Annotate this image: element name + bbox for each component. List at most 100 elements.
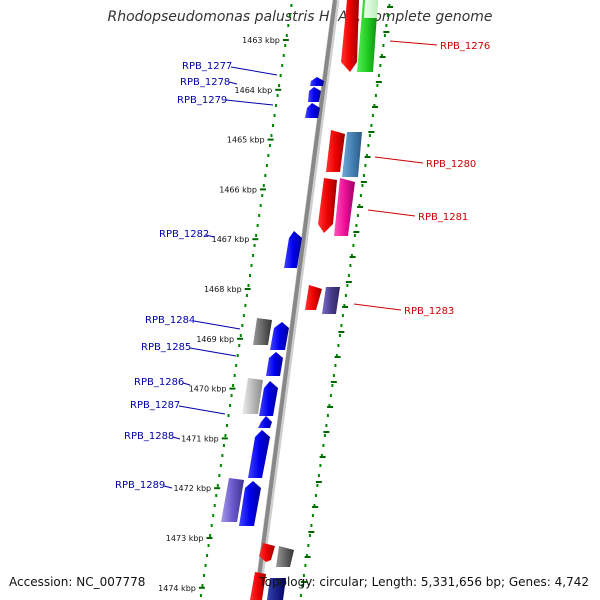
gene-rpb-1289[interactable] xyxy=(239,481,261,526)
tick-dot xyxy=(276,94,279,97)
label-rpb-1289[interactable]: RPB_1289 xyxy=(115,480,165,491)
tick-dot xyxy=(362,174,365,177)
tick-dot xyxy=(285,34,288,37)
tick-dot xyxy=(380,54,383,57)
tick-dot xyxy=(323,434,326,437)
tick-dot xyxy=(308,534,311,537)
gene-rpb-1285-a[interactable] xyxy=(270,322,289,350)
label-rpb-1288[interactable]: RPB_1288 xyxy=(124,431,174,442)
tick-dot xyxy=(270,134,273,137)
label-rpb-1283[interactable]: RPB_1283 xyxy=(404,306,454,317)
tick-dot xyxy=(313,504,316,507)
gene-rpb-1287[interactable] xyxy=(259,381,278,416)
major-tick xyxy=(229,387,236,390)
label-rpb-1278[interactable]: RPB_1278 xyxy=(180,77,230,88)
gene-bottom-gray[interactable] xyxy=(276,546,294,567)
tick-dot xyxy=(364,164,367,167)
tick-dot xyxy=(264,174,267,177)
kbp-tick-label: 1465 kbp xyxy=(227,136,265,145)
tick-dot xyxy=(383,34,386,37)
tick-dots-left xyxy=(199,4,293,597)
kbp-tick-label: 1464 kbp xyxy=(235,86,273,95)
gene-rpb-1281[interactable] xyxy=(334,178,355,236)
major-tick xyxy=(259,188,266,191)
gene-rpb-1287-b[interactable] xyxy=(258,416,272,428)
tick-dot xyxy=(248,274,251,277)
tick-dot xyxy=(212,514,215,517)
label-rpb-1281[interactable]: RPB_1281 xyxy=(418,212,468,223)
label-rpb-1277[interactable]: RPB_1277 xyxy=(182,61,232,72)
tick-dot xyxy=(207,544,210,547)
leader-rpb-1279 xyxy=(225,99,274,106)
label-rpb-1279[interactable]: RPB_1279 xyxy=(177,95,227,106)
tick-dot xyxy=(347,274,350,277)
tick-dot xyxy=(278,84,281,87)
gene-rpb-1282[interactable] xyxy=(284,231,302,268)
tick-dot xyxy=(334,364,337,367)
tick-dot xyxy=(314,494,317,497)
label-rpb-1287[interactable]: RPB_1287 xyxy=(130,400,180,411)
leader-rpb-1283 xyxy=(353,303,402,311)
tick-dot xyxy=(261,194,264,197)
gene-rpb-1277[interactable] xyxy=(310,77,324,86)
label-rpb-1284[interactable]: RPB_1284 xyxy=(145,315,195,326)
tick-dot xyxy=(382,44,385,47)
kbp-tick-label: 1469 kbp xyxy=(196,335,234,344)
tick-dot xyxy=(304,564,307,567)
gene-rpb-1280[interactable] xyxy=(342,132,362,177)
kbp-tick-label: 1463 kbp xyxy=(242,36,280,45)
major-tick xyxy=(275,88,282,91)
label-rpb-1282[interactable]: RPB_1282 xyxy=(159,229,209,240)
gene-rpb-1289-a[interactable] xyxy=(221,478,244,522)
gene-rpb-1286[interactable] xyxy=(242,378,263,414)
tick-dot xyxy=(302,574,305,577)
tick-dot xyxy=(224,434,227,437)
gene-bottom-red-2[interactable] xyxy=(250,572,266,600)
tick-dot xyxy=(377,74,380,77)
tick-dot xyxy=(349,264,352,267)
gene-rpb-1283[interactable] xyxy=(322,287,340,314)
kbp-tick-label: 1474 kbp xyxy=(158,584,196,593)
gene-rpb-1288[interactable] xyxy=(248,430,270,478)
minor-tick xyxy=(349,256,356,258)
genome-backbone-core xyxy=(254,0,337,600)
gene-rpb-1281-a[interactable] xyxy=(318,178,337,233)
gene-rpb-1276[interactable] xyxy=(341,0,359,72)
label-rpb-1280[interactable]: RPB_1280 xyxy=(426,159,476,170)
leader-rpb-1289 xyxy=(163,485,173,489)
leader-rpb-1286 xyxy=(182,382,191,386)
gene-rpb-1284[interactable] xyxy=(253,318,272,345)
leader-rpb-1285 xyxy=(189,347,237,357)
tick-dot xyxy=(355,224,358,227)
tick-dot xyxy=(358,204,361,207)
minor-tick xyxy=(327,406,334,408)
tick-labels: 1463 kbp 1464 kbp 1465 kbp 1466 kbp 1467 kbp… xyxy=(158,36,280,593)
gene-rpb-1280-a[interactable] xyxy=(326,130,345,172)
tick-dot xyxy=(367,144,370,147)
minor-tick xyxy=(379,56,386,58)
label-rpb-1286[interactable]: RPB_1286 xyxy=(134,377,184,388)
tick-dot xyxy=(265,164,268,167)
tick-dot xyxy=(221,454,224,457)
minor-tick xyxy=(315,481,322,483)
tick-dot xyxy=(242,314,245,317)
label-rpb-1285[interactable]: RPB_1285 xyxy=(141,342,191,353)
tick-dot xyxy=(271,124,274,127)
gene-rpb-1285[interactable] xyxy=(266,352,283,376)
gene-rpb-1279[interactable] xyxy=(305,103,320,118)
gene-bottom-navy[interactable] xyxy=(267,578,286,600)
gene-rpb-1278[interactable] xyxy=(308,87,321,102)
major-tick xyxy=(252,238,259,241)
tick-dot xyxy=(385,24,388,27)
tick-dot xyxy=(258,214,261,217)
tick-dot xyxy=(353,234,356,237)
tick-dot xyxy=(245,294,248,297)
tick-dot xyxy=(275,104,278,107)
gene-rpb-1283-a[interactable] xyxy=(305,285,322,310)
gene-bottom-red[interactable] xyxy=(259,543,275,562)
label-rpb-1276[interactable]: RPB_1276 xyxy=(440,41,490,52)
tick-dot xyxy=(288,14,291,17)
tick-dot xyxy=(331,384,334,387)
tick-dot xyxy=(241,324,244,327)
